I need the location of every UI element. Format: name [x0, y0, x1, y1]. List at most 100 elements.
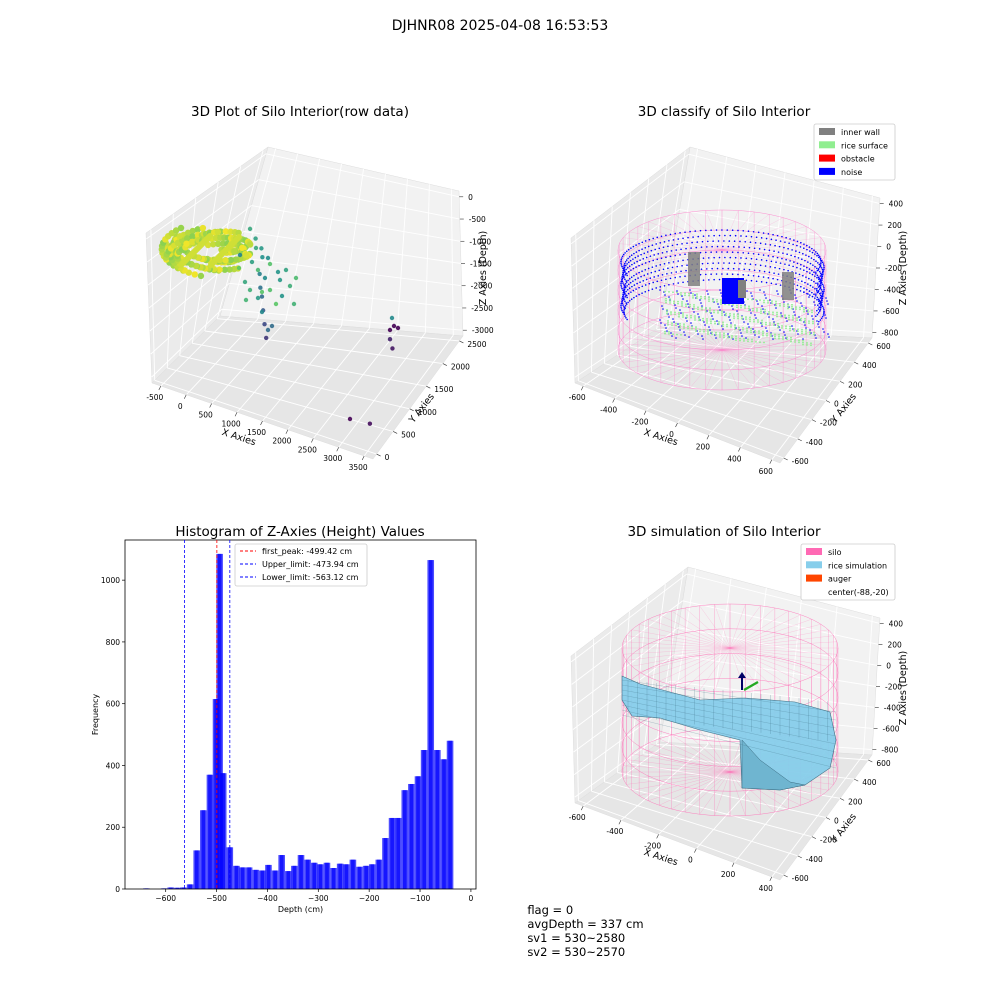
rice-surface-point	[763, 299, 765, 302]
grid-line	[287, 328, 370, 431]
noise-point	[776, 256, 779, 259]
noise-point	[814, 265, 816, 268]
center-marker	[743, 680, 759, 692]
raw-point	[195, 245, 201, 251]
noise-point	[818, 306, 820, 308]
noise-point	[765, 297, 767, 299]
silo-roof-spoke	[721, 210, 739, 251]
rice-surface-point	[666, 308, 668, 311]
silo-roof-spoke	[729, 614, 801, 649]
rice-surface-point	[705, 310, 707, 313]
noise-point	[625, 290, 627, 293]
noise-point	[818, 326, 820, 328]
noise-point	[706, 290, 708, 292]
noise-point	[733, 240, 736, 243]
noise-point	[651, 244, 654, 246]
noise-point	[650, 249, 653, 252]
noise-point	[748, 246, 751, 249]
noise-point	[632, 245, 635, 248]
rice-surface-point	[812, 320, 814, 323]
noise-point	[641, 285, 644, 288]
x-tick-label: 1500	[247, 428, 266, 437]
raw-point	[263, 335, 269, 341]
histogram-bin	[216, 553, 223, 889]
noise-point	[647, 289, 650, 292]
noise-point	[634, 278, 637, 281]
raw-point	[204, 236, 210, 242]
noise-point	[624, 252, 626, 254]
legend-swatch	[806, 548, 822, 555]
noise-point	[820, 262, 822, 265]
y-tick-label: 200	[848, 380, 863, 389]
noise-point	[707, 240, 709, 243]
noise-point	[819, 282, 822, 285]
rice-surface-point	[773, 324, 775, 327]
noise-point	[704, 324, 706, 326]
noise-point	[706, 246, 708, 248]
noise-point	[621, 273, 624, 276]
noise-point	[813, 258, 815, 261]
rice-surface-point	[711, 331, 713, 334]
silo-floor-spoke	[626, 759, 731, 773]
rice-surface-point	[746, 327, 748, 330]
noise-point	[763, 291, 765, 293]
noise-point	[817, 284, 819, 286]
noise-point	[790, 254, 792, 257]
rice-surface-point	[736, 306, 738, 309]
noise-point	[822, 263, 825, 265]
x-tick-label: 200	[696, 442, 711, 451]
noise-point	[663, 284, 666, 287]
x-tick-label: 400	[759, 884, 774, 893]
rice-surface-point	[725, 312, 727, 315]
noise-point	[773, 321, 775, 323]
y-tick	[825, 817, 831, 820]
rice-surface-point	[755, 298, 757, 301]
rice-mesh-line	[621, 694, 837, 737]
noise-point	[665, 327, 667, 329]
rice-mesh-line	[621, 714, 837, 769]
noise-point	[675, 271, 678, 273]
noise-point	[757, 231, 760, 234]
noise-point	[775, 261, 777, 263]
noise-point	[748, 326, 750, 328]
raw-point	[265, 255, 271, 261]
noise-point	[654, 270, 657, 273]
rice-surface-point	[800, 319, 802, 322]
noise-point	[754, 241, 757, 244]
noise-point	[623, 310, 625, 312]
noise-point	[764, 294, 766, 296]
rice-surface-point	[669, 302, 671, 304]
rice-surface-point	[795, 308, 797, 310]
silo-floor-spoke	[721, 331, 815, 351]
subplot-title: 3D Plot of Silo Interior(row data)	[191, 104, 409, 120]
rice-surface-point	[700, 297, 702, 300]
legend-label: center(-88,-20)	[828, 588, 889, 597]
legend-swatch	[806, 561, 822, 569]
y-tick-label: 2000	[451, 363, 470, 372]
raw-point	[210, 241, 217, 248]
noise-point	[679, 329, 681, 331]
noise-point	[744, 263, 747, 265]
rice-surface-point	[719, 336, 721, 338]
noise-point	[791, 325, 793, 327]
noise-point	[747, 323, 749, 325]
noise-point	[815, 315, 817, 317]
raw-point	[200, 240, 206, 246]
noise-point	[740, 235, 742, 237]
rice-surface-point	[665, 301, 667, 304]
x-tick-label: −400	[257, 894, 278, 903]
noise-point	[823, 288, 825, 291]
noise-point	[817, 312, 820, 314]
noise-point	[821, 295, 823, 297]
silo-floor-spoke	[714, 728, 731, 773]
silo-roof-spoke	[619, 249, 723, 257]
y-tick-label: 400	[862, 361, 877, 370]
noise-point	[750, 235, 753, 238]
noise-point	[810, 279, 813, 281]
rice-surface-point	[677, 302, 679, 305]
rice-surface-point	[666, 310, 668, 313]
noise-point	[740, 257, 742, 259]
noise-point	[624, 260, 627, 263]
noise-point	[758, 336, 760, 338]
noise-point	[786, 320, 788, 322]
